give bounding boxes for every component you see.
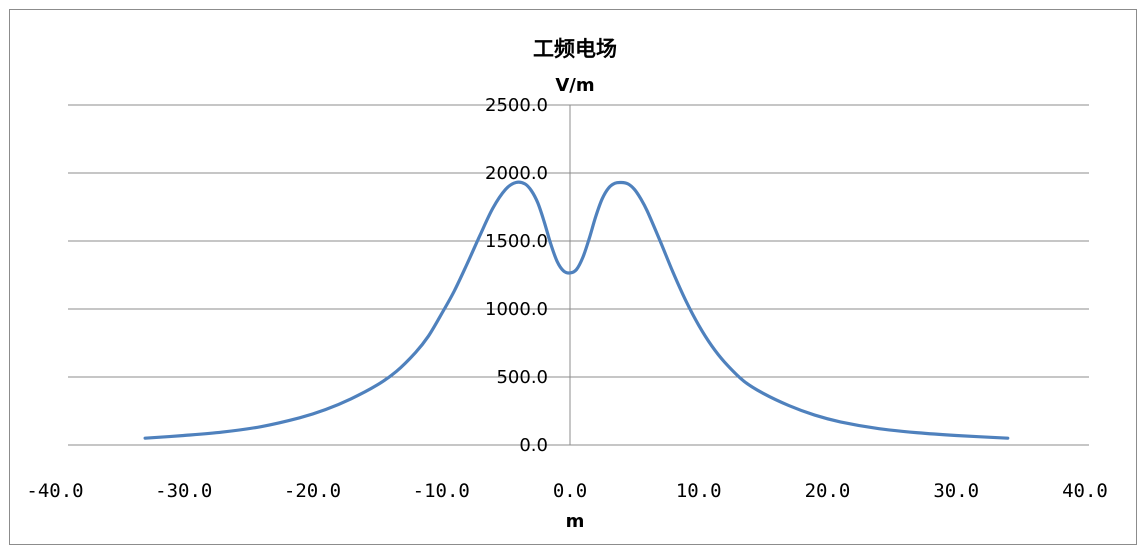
x-axis-title: m [566,511,585,532]
x-tick-label: 40.0 [1062,480,1108,502]
x-tick-label: -40.0 [26,480,83,502]
x-tick-label: 30.0 [933,480,979,502]
x-tick-label: -10.0 [413,480,470,502]
y-tick-label: 1500.0 [485,231,548,252]
y-tick-label: 2500.0 [485,95,548,116]
y-tick-label: 0.0 [519,435,548,456]
chart-frame [9,9,1137,545]
x-tick-label: -30.0 [155,480,212,502]
y-axis-title: V/m [555,75,594,96]
x-tick-label: 0.0 [553,480,587,502]
series-line [143,180,1010,440]
x-tick-label: 20.0 [805,480,851,502]
x-tick-label: -20.0 [284,480,341,502]
chart-title: 工频电场 [533,37,617,61]
y-tick-label: 500.0 [496,367,548,388]
x-tick-label: 10.0 [676,480,722,502]
y-tick-label: 2000.0 [485,163,548,184]
y-tick-label: 1000.0 [485,299,548,320]
